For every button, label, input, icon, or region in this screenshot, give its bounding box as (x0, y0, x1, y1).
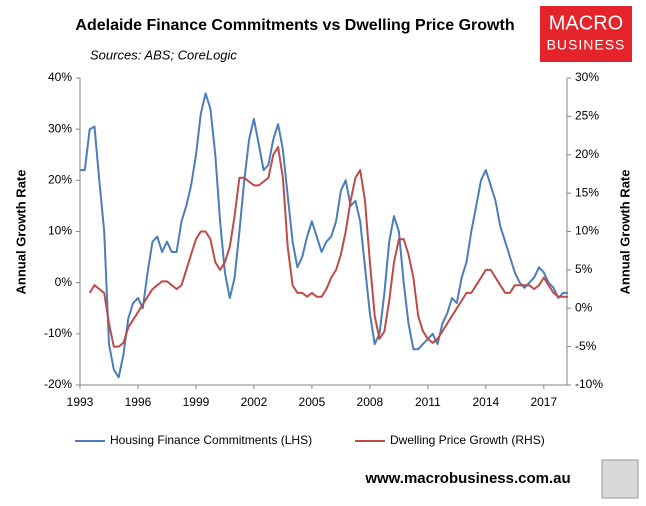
y-tick-label: -20% (44, 377, 72, 391)
y2-tick-label: 0% (575, 300, 593, 314)
y-tick-label: 10% (48, 224, 72, 238)
x-tick-label: 2011 (415, 395, 441, 409)
wolf-icon (601, 459, 639, 499)
y2-tick-label: 10% (575, 224, 599, 238)
x-tick-label: 1996 (125, 395, 152, 409)
series-line (88, 146, 568, 348)
y2-tick-label: 5% (575, 262, 593, 276)
y2-tick-label: -10% (575, 377, 603, 391)
x-tick-label: 1999 (183, 395, 210, 409)
series-line (80, 92, 568, 379)
y-tick-label: 20% (48, 173, 72, 187)
chart-subtitle: Sources: ABS; CoreLogic (90, 47, 237, 62)
logo-box (540, 6, 632, 62)
y2-tick-label: 15% (575, 185, 599, 199)
legend-label: Dwelling Price Growth (RHS) (390, 433, 545, 447)
y2-tick-label: -5% (575, 339, 597, 353)
logo-text: MACRO (549, 12, 623, 34)
y-tick-label: -10% (44, 326, 72, 340)
x-tick-label: 1993 (67, 395, 94, 409)
y2-tick-label: 20% (575, 147, 599, 161)
x-tick-label: 2002 (241, 395, 268, 409)
x-tick-label: 2005 (299, 395, 326, 409)
y-tick-label: 0% (55, 275, 73, 289)
y-axis-label: Annual Growth Rate (13, 170, 28, 295)
y2-tick-label: 25% (575, 109, 599, 123)
legend-label: Housing Finance Commitments (LHS) (110, 433, 312, 447)
y-tick-label: 30% (48, 121, 72, 135)
footer: www.macrobusiness.com.au (364, 470, 570, 487)
y-tick-label: 40% (48, 70, 72, 84)
chart-title: Adelaide Finance Commitments vs Dwelling… (75, 17, 514, 34)
x-tick-label: 2017 (530, 395, 557, 409)
y2-tick-label: 30% (575, 70, 599, 84)
x-tick-label: 2008 (357, 395, 384, 409)
x-tick-label: 2014 (472, 395, 499, 409)
logo-text: BUSINESS (547, 37, 626, 53)
y2-axis-label: Annual Growth Rate (617, 170, 632, 295)
